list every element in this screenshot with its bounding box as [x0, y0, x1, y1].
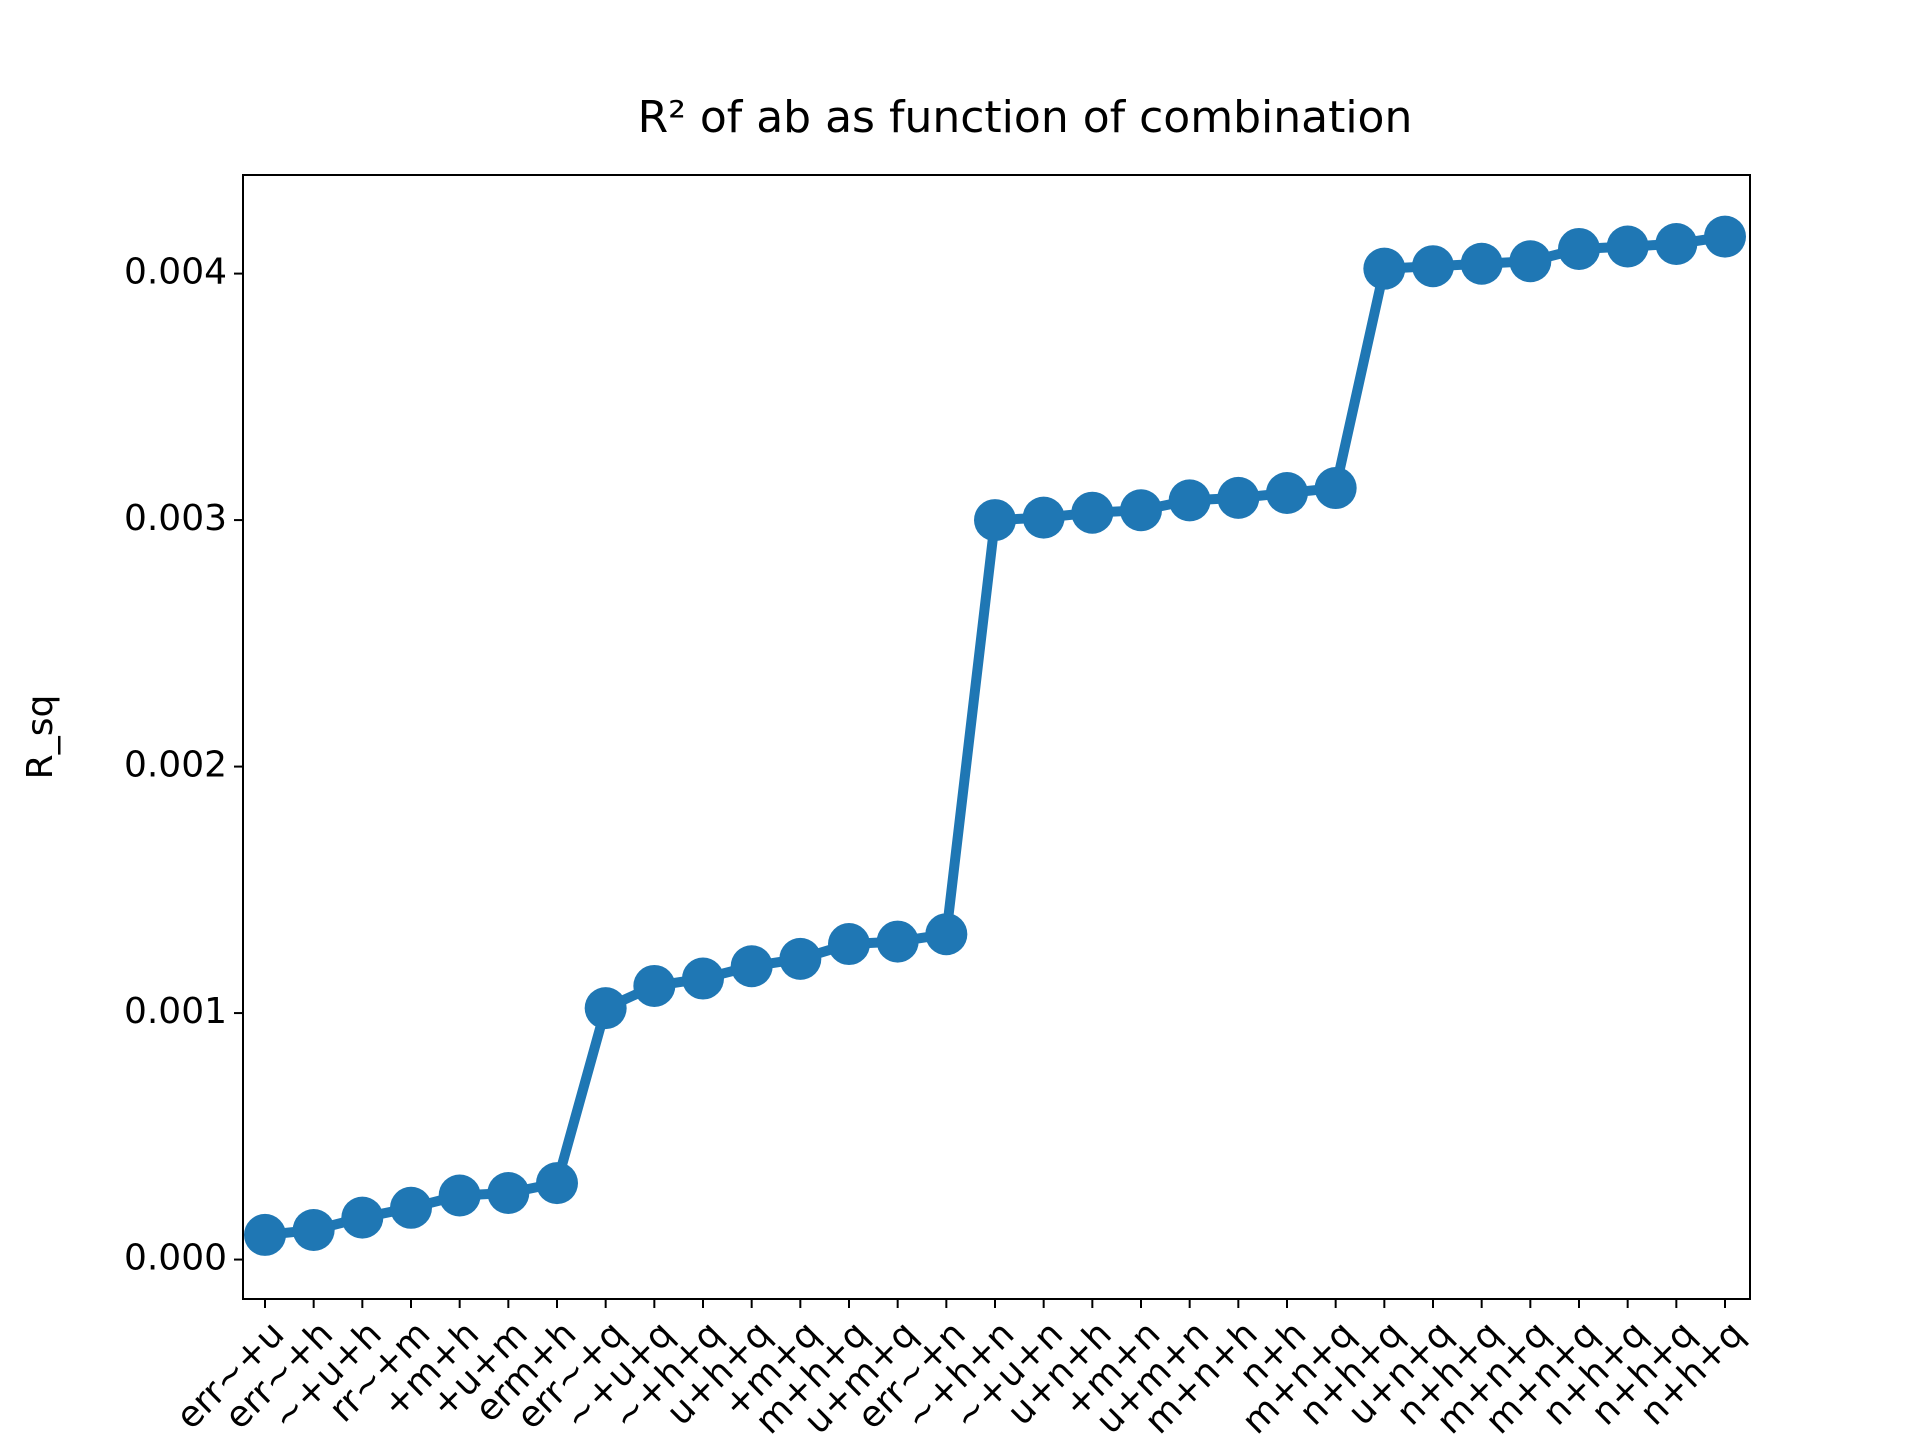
plot-frame — [242, 174, 1751, 1300]
point — [1460, 242, 1503, 285]
point — [438, 1174, 481, 1217]
point — [1655, 223, 1698, 266]
point — [1606, 225, 1649, 268]
point — [1120, 489, 1162, 532]
y-tick-label: 0.001 — [124, 991, 227, 1032]
point — [1217, 476, 1260, 519]
point — [244, 1213, 286, 1256]
point — [1704, 215, 1746, 258]
point — [292, 1208, 335, 1251]
point — [1558, 227, 1600, 270]
point — [876, 920, 919, 963]
point — [1509, 240, 1552, 283]
y-tick-label: 0.002 — [124, 745, 227, 786]
point — [487, 1172, 530, 1215]
series-line — [264, 231, 1726, 1240]
y-tick-label: 0.003 — [124, 498, 227, 539]
point — [390, 1186, 432, 1229]
y-tick-label: 0.000 — [124, 1238, 227, 1279]
point — [536, 1162, 578, 1205]
point — [1363, 247, 1406, 290]
y-axis-label: R_sq — [20, 695, 61, 780]
point — [1314, 467, 1357, 510]
point — [584, 987, 627, 1030]
point — [341, 1196, 384, 1239]
point — [730, 945, 773, 988]
chart-title: R² of ab as function of combination — [638, 92, 1413, 143]
point — [828, 923, 870, 966]
point — [1266, 471, 1308, 514]
point — [1168, 479, 1211, 522]
x-labels: err~+uerr~+h~+u+hrr~+m+m+h+u+merm+herr~+… — [169, 1313, 1753, 1440]
point — [974, 499, 1016, 542]
point — [1022, 496, 1065, 539]
point — [1412, 245, 1454, 288]
point — [633, 964, 676, 1007]
point — [779, 937, 822, 980]
point — [682, 957, 724, 1000]
y-tick-label: 0.004 — [124, 252, 227, 293]
point — [925, 913, 968, 956]
point — [1071, 491, 1114, 534]
